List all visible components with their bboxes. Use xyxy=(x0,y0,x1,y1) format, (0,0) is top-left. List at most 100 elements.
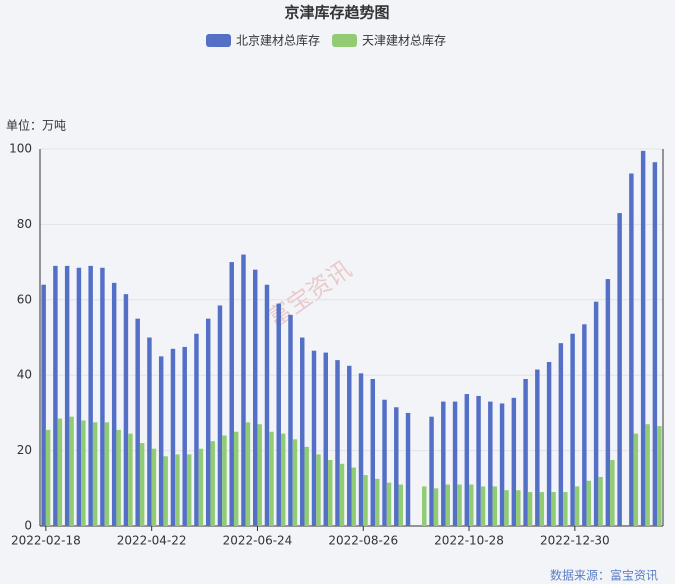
bar xyxy=(629,173,634,526)
bar xyxy=(398,484,403,526)
bar xyxy=(546,362,552,526)
bar xyxy=(593,301,599,526)
bar xyxy=(645,424,650,526)
bar xyxy=(469,484,474,526)
x-tick-label: 2022-10-28 xyxy=(434,534,504,548)
bar xyxy=(264,284,270,526)
bar xyxy=(452,401,458,526)
bar xyxy=(288,314,293,526)
bar xyxy=(147,337,152,526)
bar xyxy=(570,333,575,526)
bar xyxy=(210,441,215,526)
bar xyxy=(194,333,199,526)
bar xyxy=(574,486,580,526)
bar xyxy=(433,488,439,526)
bar xyxy=(69,416,74,526)
bar xyxy=(347,365,352,526)
y-tick-label: 100 xyxy=(9,142,32,156)
legend-label: 天津建材总库存 xyxy=(362,33,446,48)
bar xyxy=(304,446,309,526)
y-tick-label: 40 xyxy=(17,368,32,382)
bar xyxy=(241,254,246,526)
bar xyxy=(64,265,70,526)
bar xyxy=(511,397,517,526)
bar xyxy=(276,303,281,526)
bar xyxy=(88,265,93,526)
bar xyxy=(100,267,105,526)
bar xyxy=(598,476,603,526)
bar xyxy=(504,490,509,526)
bar xyxy=(476,395,481,526)
bar xyxy=(316,454,321,526)
bar xyxy=(205,318,211,526)
bar xyxy=(492,486,498,526)
y-tick-label: 20 xyxy=(17,443,32,457)
bar xyxy=(652,162,658,526)
bar xyxy=(45,429,51,526)
x-tick-label: 2022-06-24 xyxy=(223,534,293,548)
bar xyxy=(123,294,129,526)
bar xyxy=(488,401,493,526)
bar xyxy=(300,337,305,526)
bar xyxy=(633,433,639,526)
bar xyxy=(535,369,540,526)
bar xyxy=(464,394,470,526)
bar xyxy=(405,412,411,526)
source: 数据来源：富宝资讯 xyxy=(550,568,658,583)
bar xyxy=(292,439,298,526)
bar xyxy=(311,350,317,526)
chart-title: 京津库存趋势图 xyxy=(284,4,389,22)
bar xyxy=(582,324,587,526)
bar xyxy=(617,213,622,526)
y-tick-label: 60 xyxy=(17,292,32,306)
bar xyxy=(111,282,117,526)
bar xyxy=(457,484,462,526)
bar xyxy=(245,422,251,526)
bar xyxy=(586,480,592,526)
bar xyxy=(135,318,140,526)
bar xyxy=(375,478,380,526)
x-tick-label: 2022-02-18 xyxy=(11,534,81,548)
bar xyxy=(523,378,528,526)
legend-swatch xyxy=(206,34,231,47)
bar xyxy=(53,265,58,526)
bar xyxy=(170,348,176,526)
bar xyxy=(610,460,615,526)
bar xyxy=(351,467,356,526)
bar xyxy=(499,403,505,526)
bar xyxy=(116,429,121,526)
bar xyxy=(657,426,662,526)
bar xyxy=(394,407,399,526)
bar xyxy=(57,418,63,526)
legend-label: 北京建材总库存 xyxy=(236,33,320,48)
bar xyxy=(222,435,227,526)
bar xyxy=(480,486,486,526)
bar xyxy=(382,399,387,526)
bar xyxy=(339,463,345,526)
bar xyxy=(358,373,364,526)
bar xyxy=(198,448,204,526)
bar xyxy=(386,482,392,526)
bar xyxy=(104,422,110,526)
bar xyxy=(363,475,368,526)
legend-swatch xyxy=(332,34,358,47)
bar xyxy=(441,401,446,526)
bar xyxy=(163,456,168,526)
bar xyxy=(516,490,521,526)
bar xyxy=(551,492,556,526)
bar xyxy=(445,484,451,526)
bar xyxy=(422,486,427,526)
x-tick-label: 2022-08-26 xyxy=(328,534,398,548)
bar xyxy=(81,420,86,526)
bar xyxy=(605,279,611,526)
bar xyxy=(41,284,46,526)
bar xyxy=(233,431,239,526)
bar xyxy=(563,492,568,526)
bar xyxy=(558,343,564,526)
bar xyxy=(139,443,145,526)
bar xyxy=(186,454,192,526)
y-axis-title: 单位：万吨 xyxy=(6,118,66,133)
bar xyxy=(151,448,157,526)
bar xyxy=(539,492,545,526)
